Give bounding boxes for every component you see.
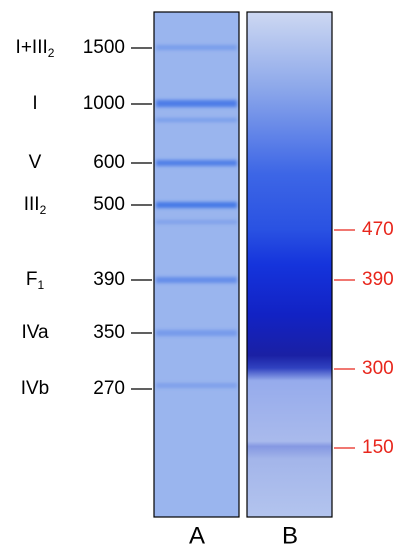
complex-label: I+III2	[16, 37, 55, 60]
lane-a	[153, 11, 240, 518]
complex-label: IVb	[21, 378, 50, 399]
lane-b-ticks	[334, 229, 355, 449]
size-label: 390	[362, 269, 394, 290]
complex-label: I	[32, 93, 37, 114]
complex-name: I+III	[16, 37, 48, 58]
size-label: 390	[93, 269, 125, 290]
complex-subscript: 2	[48, 46, 55, 60]
complex-name: III	[24, 194, 40, 215]
complex-name: F	[26, 269, 38, 290]
size-label: 350	[93, 322, 125, 343]
lane-a-ticks	[131, 47, 152, 390]
complex-subscript: 2	[40, 203, 47, 217]
complex-label: V	[29, 152, 42, 173]
lane-label: A	[189, 522, 205, 549]
size-label: 1000	[83, 93, 125, 114]
complex-subscript: 1	[37, 278, 44, 292]
complex-label: IVa	[21, 322, 49, 343]
lane-b	[246, 11, 333, 518]
size-label: 600	[93, 152, 125, 173]
size-label: 270	[93, 378, 125, 399]
complex-label: F1	[26, 269, 45, 292]
size-label: 470	[362, 219, 394, 240]
size-label: 150	[362, 437, 394, 458]
size-label: 300	[362, 358, 394, 379]
complex-label: III2	[24, 194, 47, 217]
lane-label: B	[282, 522, 298, 549]
size-label: 500	[93, 194, 125, 215]
size-label: 1500	[83, 37, 125, 58]
